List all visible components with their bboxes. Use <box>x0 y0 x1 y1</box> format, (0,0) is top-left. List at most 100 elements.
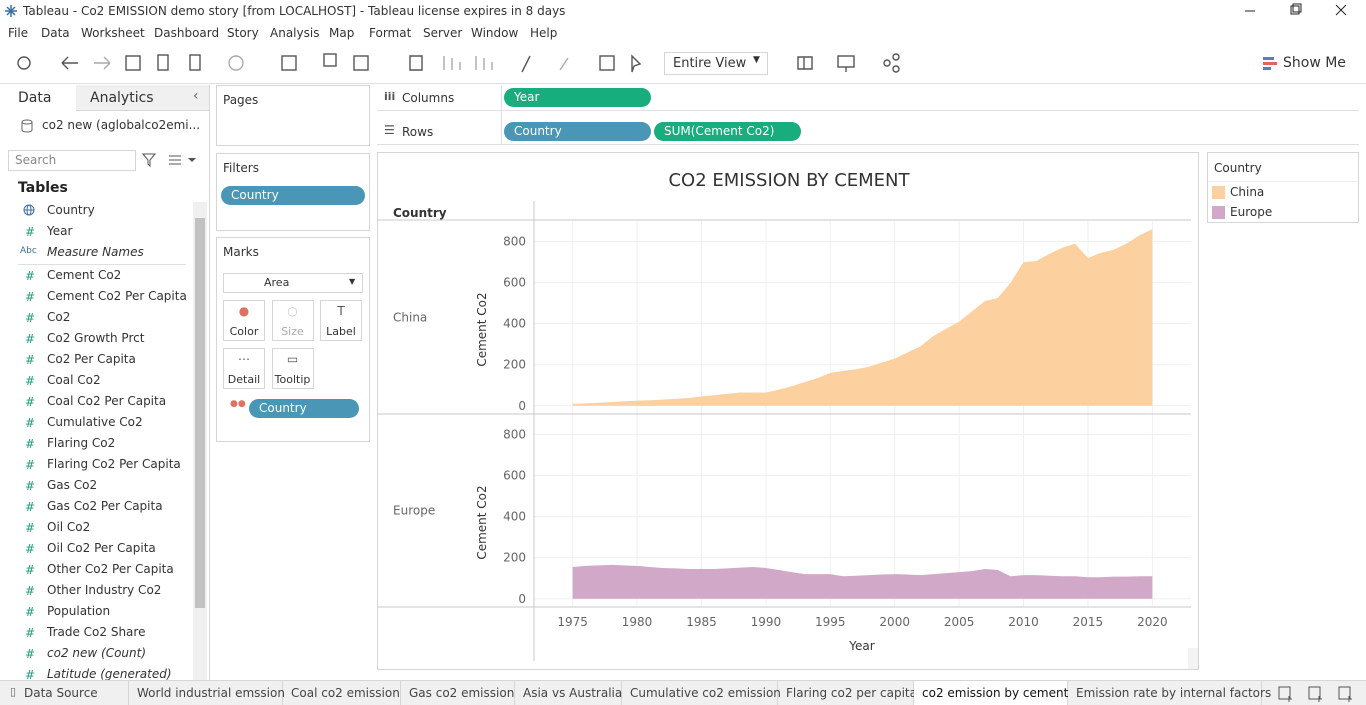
mark-type: Area <box>264 276 290 289</box>
row-pill[interactable]: SUM(Cement Co2) <box>654 122 801 141</box>
sheet-tab[interactable]: World industrial emssion <box>129 681 285 705</box>
rows-icon: ☰ <box>384 123 395 137</box>
menu-item[interactable]: File <box>8 26 29 40</box>
field[interactable]: Cumulative Co2 <box>47 415 143 429</box>
menu-item[interactable]: Analysis <box>270 26 320 40</box>
field[interactable]: Co2 <box>47 310 71 324</box>
field[interactable]: Trade Co2 Share <box>47 625 146 639</box>
search-placeholder: Search <box>15 153 57 167</box>
field[interactable]: Measure Names <box>47 245 144 259</box>
field[interactable]: Coal Co2 <box>47 373 101 387</box>
mark-button-icon: T <box>337 304 345 318</box>
sheet-tab[interactable]: co2 emission by cement <box>914 681 1068 705</box>
field[interactable]: Oil Co2 <box>47 520 91 534</box>
fit-dropdown[interactable]: Entire View ▼ <box>664 52 768 75</box>
sheet-tab[interactable]: Data Source <box>8 681 129 705</box>
field[interactable]: Latitude (generated) <box>47 667 172 680</box>
scrollbar[interactable] <box>193 202 207 680</box>
menu-item[interactable]: Format <box>369 26 412 40</box>
sheet-tab-label: Flaring co2 per capita <box>786 686 917 700</box>
field-icon: # <box>25 416 36 430</box>
mark-button[interactable]: ● Color <box>223 300 265 341</box>
menu-item[interactable]: Story <box>227 26 259 40</box>
toolbar: Entire View ▼ Show Me <box>0 44 1366 84</box>
filter-pill[interactable]: Country <box>221 186 365 205</box>
y-tick-label: 0 <box>518 399 526 413</box>
column-pill[interactable]: Year <box>504 88 651 107</box>
data-source[interactable]: co2 new (aglobalco2emi... <box>42 118 201 132</box>
field[interactable]: Other Co2 Per Capita <box>47 562 174 576</box>
field[interactable]: Flaring Co2 Per Capita <box>47 457 181 471</box>
field[interactable]: Cement Co2 Per Capita <box>47 289 187 303</box>
field[interactable]: Country <box>47 203 95 217</box>
show-me[interactable]: Show Me <box>1283 55 1346 71</box>
analytics-tab[interactable]: Analytics <box>90 90 154 106</box>
x-tick-label: 1980 <box>622 615 653 629</box>
y-tick-label: 600 <box>503 276 526 290</box>
mark-button[interactable]: T Label <box>320 300 362 341</box>
legend-label[interactable]: China <box>1230 185 1265 199</box>
field[interactable]: Coal Co2 Per Capita <box>47 394 167 408</box>
show-me-icon <box>1263 57 1277 70</box>
sheet-tab-label: Coal co2 emission <box>291 686 400 700</box>
row-pill[interactable]: Country <box>504 122 651 141</box>
marks-label: Marks <box>223 245 259 259</box>
marks-pill[interactable]: Country <box>249 399 359 418</box>
field[interactable]: Co2 Growth Prct <box>47 331 145 345</box>
y-tick-label: 200 <box>503 551 526 565</box>
mark-button-label: Tooltip <box>274 373 311 386</box>
menu-item[interactable]: Map <box>329 26 355 40</box>
field[interactable]: co2 new (Count) <box>47 646 147 660</box>
sheet-tabs: Data Source World industrial emssion Coal … <box>0 680 1366 705</box>
collapse[interactable]: ‹ <box>193 88 199 104</box>
row-label: China <box>393 311 427 325</box>
field[interactable]: Co2 Per Capita <box>47 352 136 366</box>
field[interactable]: Gas Co2 <box>47 478 98 492</box>
field[interactable]: Year <box>47 224 73 238</box>
legend-label[interactable]: Europe <box>1230 205 1273 219</box>
sheet-tab[interactable]: Gas co2 emission <box>401 681 515 705</box>
sheet-tab-label: World industrial emssion <box>137 686 285 700</box>
mark-type-dropdown[interactable]: Area ▼ <box>223 273 363 293</box>
field-icon: # <box>25 332 36 346</box>
window-controls[interactable] <box>1230 0 1366 24</box>
menu-item[interactable]: Data <box>41 26 70 40</box>
menu-item[interactable]: Dashboard <box>154 26 220 40</box>
sheet-tab[interactable]: Asia vs Australia <box>515 681 622 705</box>
scroll-thumb[interactable] <box>195 218 205 608</box>
pages-label: Pages <box>223 93 259 107</box>
mark-button[interactable]: ▭ Tooltip <box>271 348 314 389</box>
field[interactable]: Population <box>47 604 111 618</box>
mark-button[interactable]: ⋯ Detail <box>223 348 265 389</box>
sheet-tab[interactable]: Flaring co2 per capita <box>778 681 917 705</box>
mark-button[interactable]: ○ Size <box>271 300 314 341</box>
field-icon: # <box>25 479 36 493</box>
new-sheet-icons[interactable] <box>1276 685 1366 703</box>
menu-item[interactable]: Window <box>471 26 519 40</box>
y-tick-label: 600 <box>503 469 526 483</box>
sheet-tab[interactable]: Cumulative co2 emission <box>622 681 781 705</box>
sheet-tab-label: co2 emission by cement <box>922 686 1069 700</box>
mark-button-label: Detail <box>227 373 261 386</box>
data-tab[interactable]: Data <box>18 90 52 106</box>
filters-label: Filters <box>223 161 259 175</box>
search-box[interactable]: Search <box>8 150 136 171</box>
analytics-tab-bg <box>76 85 209 111</box>
field[interactable]: Flaring Co2 <box>47 436 116 450</box>
area <box>572 229 1153 406</box>
field-icon: # <box>25 647 36 661</box>
sheet-tab[interactable]: Coal co2 emission <box>283 681 401 705</box>
field[interactable]: Gas Co2 Per Capita <box>47 499 163 513</box>
field[interactable]: Other Industry Co2 <box>47 583 162 597</box>
y-axis-title: Cement Co2 <box>475 485 489 559</box>
field[interactable]: Oil Co2 Per Capita <box>47 541 156 555</box>
menu-item[interactable]: Server <box>423 26 463 40</box>
field[interactable]: Cement Co2 <box>47 268 122 282</box>
toolbar-icons <box>17 53 900 73</box>
menu-item[interactable]: Help <box>530 26 558 40</box>
search-tools[interactable] <box>142 152 202 168</box>
columns-label: Columns <box>402 91 455 105</box>
source-icon <box>21 119 33 133</box>
menu-item[interactable]: Worksheet <box>81 26 145 40</box>
sheet-tab[interactable]: Emission rate by internal factors <box>1068 681 1271 705</box>
